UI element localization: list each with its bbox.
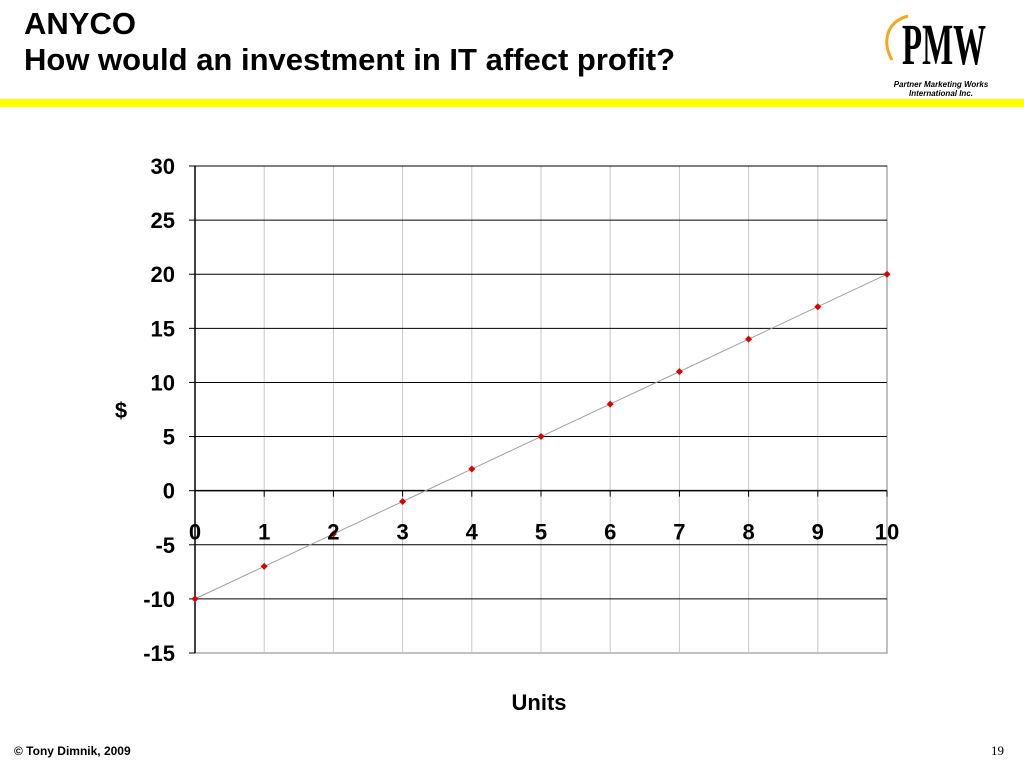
x-axis-title: Units <box>512 690 567 715</box>
data-point <box>399 497 407 505</box>
logo-swirl-icon <box>885 14 909 61</box>
x-tick-label: 3 <box>396 520 408 545</box>
title-question: How would an investment in IT affect pro… <box>24 42 676 77</box>
y-tick-label: 30 <box>151 154 175 179</box>
title-accent-bar <box>0 99 1024 107</box>
slide-title: ANYCO How would an investment in IT affe… <box>24 6 675 78</box>
x-tick-label: 8 <box>742 520 754 545</box>
data-point <box>883 270 891 278</box>
y-tick-label: -10 <box>143 587 175 612</box>
logo-caption: Partner Marketing Works International In… <box>878 80 1004 98</box>
series-layer <box>191 270 891 603</box>
x-tick-label: 1 <box>258 520 270 545</box>
logo-caption-line1: Partner Marketing Works <box>893 80 989 89</box>
data-point <box>260 562 268 570</box>
grid-layer <box>194 165 888 654</box>
data-point <box>606 400 614 408</box>
data-point <box>675 368 683 376</box>
label-layer: 30 25 20 15 10 5 0 -5 -10 -15 0 1 2 3 4 5 6 7 8 9 10 Units $ <box>115 154 899 715</box>
x-tick-label: 0 <box>189 520 201 545</box>
x-tick-label: 4 <box>466 520 479 545</box>
logo-caption-line2: International Inc. <box>908 89 973 98</box>
x-tick-label: 10 <box>875 520 899 545</box>
y-tick-label: 15 <box>151 316 175 341</box>
y-tick-label: 5 <box>163 425 175 450</box>
data-point <box>329 530 337 538</box>
data-point <box>191 595 199 603</box>
x-tick-label: 5 <box>535 520 547 545</box>
y-axis-title: $ <box>115 398 127 423</box>
pmw-logo-mark: PMW <box>885 12 986 77</box>
x-tick-label: 7 <box>673 520 685 545</box>
logo-mark-text: PMW <box>902 12 986 77</box>
y-tick-label: 10 <box>151 370 175 395</box>
copyright-footer: © Tony Dimnik, 2009 <box>14 744 131 758</box>
y-tick-label: -5 <box>155 533 175 558</box>
x-tick-label: 2 <box>327 520 339 545</box>
y-tick-label: 0 <box>163 479 175 504</box>
data-point <box>745 335 753 343</box>
y-tick-label: 20 <box>151 262 175 287</box>
x-tick-label: 6 <box>604 520 616 545</box>
y-tick-label: 25 <box>151 208 175 233</box>
data-point <box>537 433 545 441</box>
data-point <box>814 303 822 311</box>
x-tick-label: 9 <box>812 520 824 545</box>
title-company: ANYCO <box>24 6 136 41</box>
axes-layer <box>189 165 888 654</box>
page-number: 19 <box>991 743 1004 758</box>
data-point <box>468 465 476 473</box>
y-tick-label: -15 <box>143 641 175 666</box>
pmw-logo: PMW Partner Marketing Works Internationa… <box>878 2 1004 98</box>
